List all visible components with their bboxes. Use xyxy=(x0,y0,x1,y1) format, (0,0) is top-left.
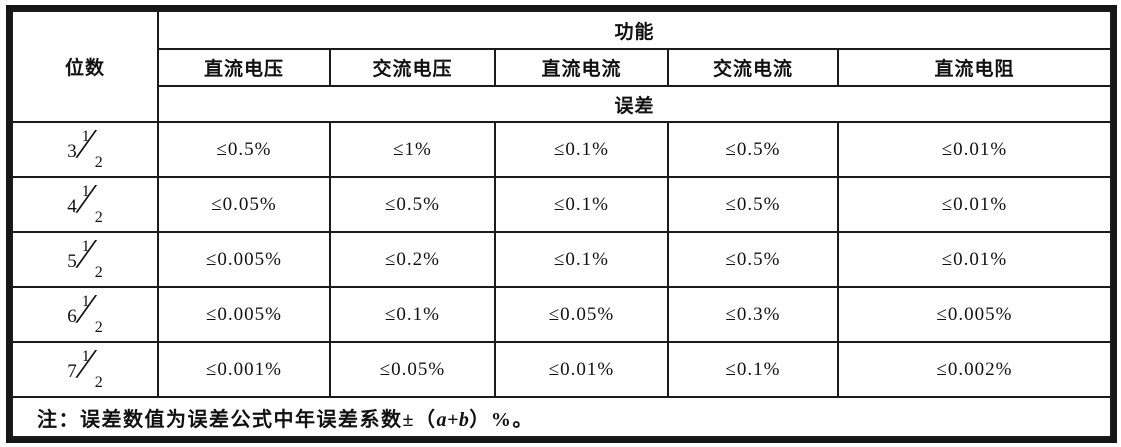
fraction-numerator: 1 xyxy=(81,237,90,255)
header-ac-current: 交流电流 xyxy=(667,48,839,87)
value-cell: ≤0.1% xyxy=(494,121,669,178)
fraction-numerator: 1 xyxy=(81,292,90,310)
digits-cell: 7 1 ⁄ 2 xyxy=(11,341,159,398)
error-spec-table: 位数 功能 直流电压 交流电压 直流电流 交流电流 直流电阻 误差 3 1 ⁄ 2 ≤… xyxy=(11,10,1112,438)
value-cell: ≤0.05% xyxy=(494,286,669,343)
header-row-function: 位数 功能 xyxy=(11,10,1112,123)
fraction-numerator: 1 xyxy=(81,127,90,145)
digits-cell: 6 1 ⁄ 2 xyxy=(11,286,159,343)
value-cell: ≤0.005% xyxy=(157,231,331,288)
fraction-denominator: 2 xyxy=(94,153,103,171)
footnote-formula: a+b xyxy=(436,408,470,431)
header-ac-voltage: 交流电压 xyxy=(329,48,496,87)
spec-table-frame: 位数 功能 直流电压 交流电压 直流电流 交流电流 直流电阻 误差 3 1 ⁄ 2 ≤… xyxy=(6,5,1117,443)
footnote-prefix: 注：误差数值为误差公式中年误差系数±（ xyxy=(37,408,437,431)
digits-cell: 4 1 ⁄ 2 xyxy=(11,176,159,233)
value-cell: ≤0.005% xyxy=(837,286,1112,343)
value-cell: ≤0.1% xyxy=(494,176,669,233)
value-cell: ≤0.1% xyxy=(667,341,839,398)
one-half-fraction: 1 ⁄ 2 xyxy=(81,179,103,226)
value-cell: ≤0.5% xyxy=(157,121,331,178)
digits-cell: 5 1 ⁄ 2 xyxy=(11,231,159,288)
value-cell: ≤0.5% xyxy=(329,176,496,233)
digits-cell: 3 1 ⁄ 2 xyxy=(11,121,159,178)
footnote-cell: 注：误差数值为误差公式中年误差系数±（a+b）%。 xyxy=(11,396,1112,438)
fraction-slash: ⁄ xyxy=(82,176,90,223)
footnote-suffix: ）%。 xyxy=(469,408,534,431)
table-row: 6 1 ⁄ 2 ≤0.005% ≤0.1% ≤0.05% ≤0.3% ≤0.005% xyxy=(11,286,1112,343)
value-cell: ≤0.01% xyxy=(837,231,1112,288)
one-half-fraction: 1 ⁄ 2 xyxy=(81,289,103,336)
value-cell: ≤0.005% xyxy=(157,286,331,343)
header-error: 误差 xyxy=(157,85,1112,123)
header-dc-current: 直流电流 xyxy=(494,48,669,87)
footnote-row: 注：误差数值为误差公式中年误差系数±（a+b）%。 xyxy=(11,396,1112,438)
digits-integer: 4 xyxy=(67,195,78,217)
value-cell: ≤0.2% xyxy=(329,231,496,288)
fraction-denominator: 2 xyxy=(94,263,103,281)
value-cell: ≤0.05% xyxy=(157,176,331,233)
one-half-fraction: 1 ⁄ 2 xyxy=(81,234,103,281)
value-cell: ≤0.05% xyxy=(329,341,496,398)
value-cell: ≤1% xyxy=(329,121,496,178)
header-dc-resistance: 直流电阻 xyxy=(837,48,1112,87)
digits-integer: 6 xyxy=(67,305,78,327)
value-cell: ≤0.01% xyxy=(494,341,669,398)
header-row-columns: 直流电压 交流电压 直流电流 交流电流 直流电阻 xyxy=(12,48,1112,87)
value-cell: ≤0.01% xyxy=(837,121,1112,178)
fraction-denominator: 2 xyxy=(94,373,103,391)
value-cell: ≤0.3% xyxy=(667,286,839,343)
header-function: 功能 xyxy=(157,10,1112,50)
fraction-denominator: 2 xyxy=(94,208,103,226)
value-cell: ≤0.5% xyxy=(667,176,839,233)
header-digits: 位数 xyxy=(11,10,159,123)
value-cell: ≤0.002% xyxy=(837,341,1112,398)
fraction-numerator: 1 xyxy=(81,182,90,200)
value-cell: ≤0.001% xyxy=(157,341,331,398)
digits-integer: 5 xyxy=(67,250,78,272)
fraction-slash: ⁄ xyxy=(82,286,90,333)
table-row: 7 1 ⁄ 2 ≤0.001% ≤0.05% ≤0.01% ≤0.1% ≤0.002% xyxy=(11,341,1112,398)
fraction-slash: ⁄ xyxy=(82,341,90,388)
table-row: 3 1 ⁄ 2 ≤0.5% ≤1% ≤0.1% ≤0.5% ≤0.01% xyxy=(11,121,1112,178)
header-dc-voltage: 直流电压 xyxy=(157,48,331,87)
fraction-slash: ⁄ xyxy=(82,121,90,168)
fraction-denominator: 2 xyxy=(94,318,103,336)
value-cell: ≤0.5% xyxy=(667,121,839,178)
value-cell: ≤0.01% xyxy=(837,176,1112,233)
digits-integer: 3 xyxy=(67,140,78,162)
table-row: 4 1 ⁄ 2 ≤0.05% ≤0.5% ≤0.1% ≤0.5% ≤0.01% xyxy=(11,176,1112,233)
fraction-slash: ⁄ xyxy=(82,231,90,278)
table-row: 5 1 ⁄ 2 ≤0.005% ≤0.2% ≤0.1% ≤0.5% ≤0.01% xyxy=(11,231,1112,288)
fraction-numerator: 1 xyxy=(81,347,90,365)
header-row-error: 误差 xyxy=(12,85,1112,123)
one-half-fraction: 1 ⁄ 2 xyxy=(81,344,103,391)
digits-integer: 7 xyxy=(67,360,78,382)
one-half-fraction: 1 ⁄ 2 xyxy=(81,124,103,171)
value-cell: ≤0.1% xyxy=(494,231,669,288)
value-cell: ≤0.5% xyxy=(667,231,839,288)
value-cell: ≤0.1% xyxy=(329,286,496,343)
